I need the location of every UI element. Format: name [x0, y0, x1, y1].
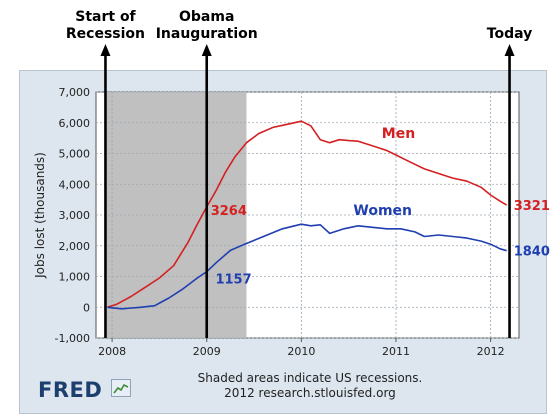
series-line-women — [107, 223, 507, 310]
annotation-label: Start of — [75, 9, 136, 25]
series-line-men — [107, 120, 508, 309]
point-label: 1157 — [215, 273, 251, 288]
y-tick-label: 2,000 — [59, 240, 91, 253]
series-name-women: Women — [353, 203, 412, 219]
y-tick-label: 3,000 — [59, 209, 91, 222]
y-tick-label: 5,000 — [59, 148, 91, 161]
chart-logo-icon — [111, 379, 131, 397]
series-name-men: Men — [382, 126, 415, 142]
annotation-label: Inauguration — [156, 26, 258, 42]
annotation-label: Recession — [66, 26, 145, 42]
y-tick-label: 0 — [83, 301, 90, 314]
x-tick-label: 2008 — [98, 345, 126, 358]
recession-note: Shaded areas indicate US recessions. — [197, 371, 423, 385]
y-tick-label: 6,000 — [59, 117, 91, 130]
y-axis-label: Jobs lost (thousands) — [33, 152, 47, 279]
annotation-arrowhead — [201, 44, 212, 56]
end-value-label-women: 1840 — [514, 245, 550, 260]
y-tick-label: 7,000 — [59, 86, 91, 99]
x-tick-label: 2011 — [382, 345, 410, 358]
annotation-arrowhead — [504, 44, 515, 56]
x-tick-label: 2009 — [193, 345, 221, 358]
fred-logo: FRED — [38, 378, 103, 402]
source-note: 2012 research.stlouisfed.org — [224, 386, 396, 400]
end-value-label-men: 3321 — [514, 199, 550, 214]
y-tick-label: 4,000 — [59, 178, 91, 191]
x-tick-label: 2010 — [287, 345, 315, 358]
point-label: 3264 — [211, 204, 247, 219]
y-tick-label: -1,000 — [55, 332, 90, 345]
annotation-label: Obama — [179, 9, 234, 25]
y-tick-label: 1,000 — [59, 271, 91, 284]
x-tick-label: 2012 — [477, 345, 505, 358]
annotation-arrowhead — [100, 44, 111, 56]
annotation-label: Today — [487, 26, 532, 42]
